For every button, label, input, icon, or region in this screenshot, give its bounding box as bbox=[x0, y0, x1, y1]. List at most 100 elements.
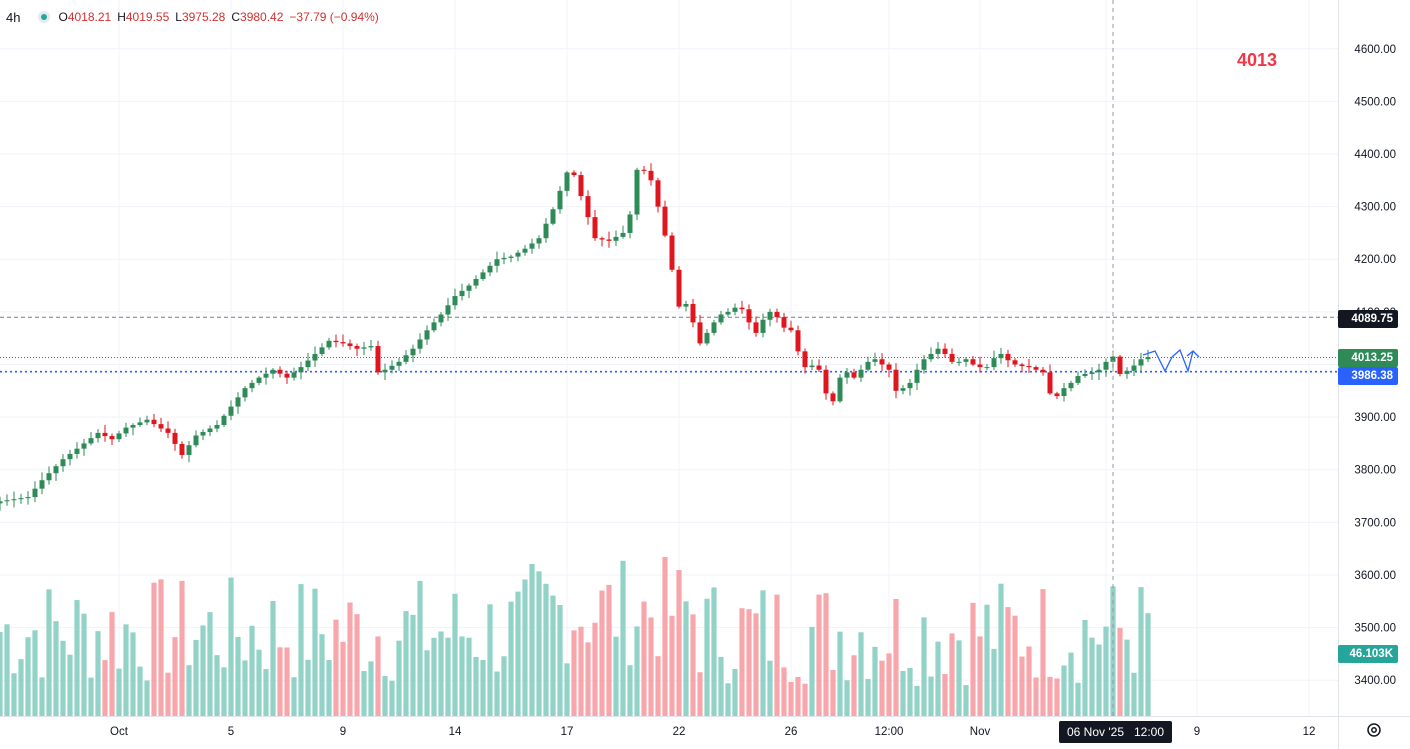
volume-bar bbox=[382, 676, 388, 716]
volume-bar bbox=[893, 599, 899, 716]
candle-body bbox=[1005, 353, 1011, 361]
x-tick-label: Nov bbox=[970, 726, 991, 738]
candle-body bbox=[4, 500, 10, 502]
volume-bar bbox=[865, 678, 871, 716]
volume-bar bbox=[137, 666, 143, 716]
volume-bar bbox=[683, 601, 689, 716]
x-tick-label: 22 bbox=[673, 726, 686, 738]
candle-body bbox=[284, 373, 290, 378]
candle-body bbox=[914, 369, 920, 383]
volume-bar bbox=[606, 584, 612, 716]
candle-body bbox=[774, 311, 780, 318]
candle-body bbox=[718, 314, 724, 323]
candle-body bbox=[501, 257, 507, 260]
volume-bar bbox=[1012, 615, 1018, 716]
candle-body bbox=[221, 415, 227, 425]
volume-bar bbox=[389, 680, 395, 716]
candle-body bbox=[263, 373, 269, 378]
volume-bar bbox=[837, 631, 843, 716]
volume-bar bbox=[655, 656, 661, 716]
candle-body bbox=[151, 419, 157, 425]
user-drawing-arrows[interactable] bbox=[1142, 348, 1200, 374]
time-axis[interactable]: Oct 5 9 14 17 22 26 12:00 Nov 9 12 bbox=[110, 726, 1315, 738]
volume-bar bbox=[270, 600, 276, 716]
candle-body bbox=[585, 196, 591, 218]
candle-body bbox=[424, 330, 430, 340]
candle-body bbox=[1117, 356, 1123, 374]
candle-body bbox=[872, 359, 878, 362]
volume-bar bbox=[396, 640, 402, 716]
candle-body bbox=[67, 453, 73, 460]
candle-body bbox=[977, 364, 983, 368]
close-label: C bbox=[231, 10, 241, 24]
volume-bar bbox=[284, 647, 290, 716]
candle-body bbox=[529, 243, 535, 249]
candle-body bbox=[361, 347, 367, 349]
candle-body bbox=[1082, 373, 1088, 377]
settings-gear-icon[interactable] bbox=[1364, 720, 1384, 740]
volume-bar bbox=[1033, 677, 1039, 716]
candle-body bbox=[865, 361, 871, 370]
candle-body bbox=[347, 343, 353, 347]
candle-body bbox=[473, 278, 479, 286]
candle-body bbox=[781, 317, 787, 328]
x-tick-label: 26 bbox=[785, 726, 798, 738]
candle-body bbox=[228, 406, 234, 416]
candle-body bbox=[963, 359, 969, 362]
y-tick-label: 3500.00 bbox=[1354, 623, 1396, 635]
volume-bar bbox=[844, 680, 850, 716]
interval-label[interactable]: 4h bbox=[6, 9, 21, 25]
volume-bar bbox=[473, 656, 479, 716]
y-tick-label: 4400.00 bbox=[1354, 149, 1396, 161]
candle-body bbox=[816, 365, 822, 370]
candle-body bbox=[935, 348, 941, 354]
candle-body bbox=[445, 305, 451, 315]
candle-body bbox=[291, 372, 297, 378]
volume-bar bbox=[774, 594, 780, 716]
candle-body bbox=[74, 448, 80, 454]
volume-bar bbox=[1096, 644, 1102, 716]
volume-bar bbox=[291, 677, 297, 716]
volume-bar bbox=[725, 683, 731, 716]
candle-body bbox=[669, 235, 675, 270]
candle-body bbox=[1145, 357, 1151, 360]
volume-bar bbox=[193, 639, 199, 716]
volume-bar bbox=[172, 637, 178, 716]
volume-bar bbox=[151, 582, 157, 716]
volume-bar bbox=[641, 601, 647, 716]
volume-bar bbox=[1040, 589, 1046, 716]
volume-bar bbox=[53, 621, 59, 716]
candle-body bbox=[326, 340, 332, 348]
market-status-icon[interactable] bbox=[38, 11, 51, 23]
candle-body bbox=[676, 269, 682, 307]
candle-body bbox=[858, 369, 864, 378]
candle-body bbox=[312, 353, 318, 361]
candle-body bbox=[235, 397, 241, 407]
candle-body bbox=[1103, 361, 1109, 370]
candle-body bbox=[1131, 365, 1137, 371]
candle-body bbox=[116, 433, 122, 440]
volume-bar bbox=[452, 593, 458, 716]
drawing-arrowhead bbox=[1186, 350, 1200, 358]
candle-body bbox=[760, 319, 766, 333]
volume-bar bbox=[417, 580, 423, 716]
candle-body bbox=[746, 309, 752, 323]
volume-bar bbox=[543, 583, 549, 716]
volume-bar bbox=[88, 677, 94, 716]
candle-body bbox=[18, 498, 24, 500]
candle-body bbox=[333, 340, 339, 343]
volume-bar bbox=[522, 579, 528, 716]
high-label: H bbox=[117, 10, 126, 24]
volume-bar bbox=[781, 667, 787, 716]
candle-body bbox=[627, 214, 633, 233]
volume-bar bbox=[767, 660, 773, 716]
price-annotation-text[interactable]: 4013 bbox=[1237, 50, 1278, 70]
volume-bar bbox=[592, 622, 598, 716]
volume-bar bbox=[242, 660, 248, 716]
blue-level-badge: 3986.38 bbox=[1338, 367, 1398, 385]
candle-body bbox=[788, 327, 794, 331]
candles bbox=[0, 163, 1151, 511]
candle-body bbox=[599, 238, 605, 240]
volume-bar bbox=[116, 668, 122, 716]
